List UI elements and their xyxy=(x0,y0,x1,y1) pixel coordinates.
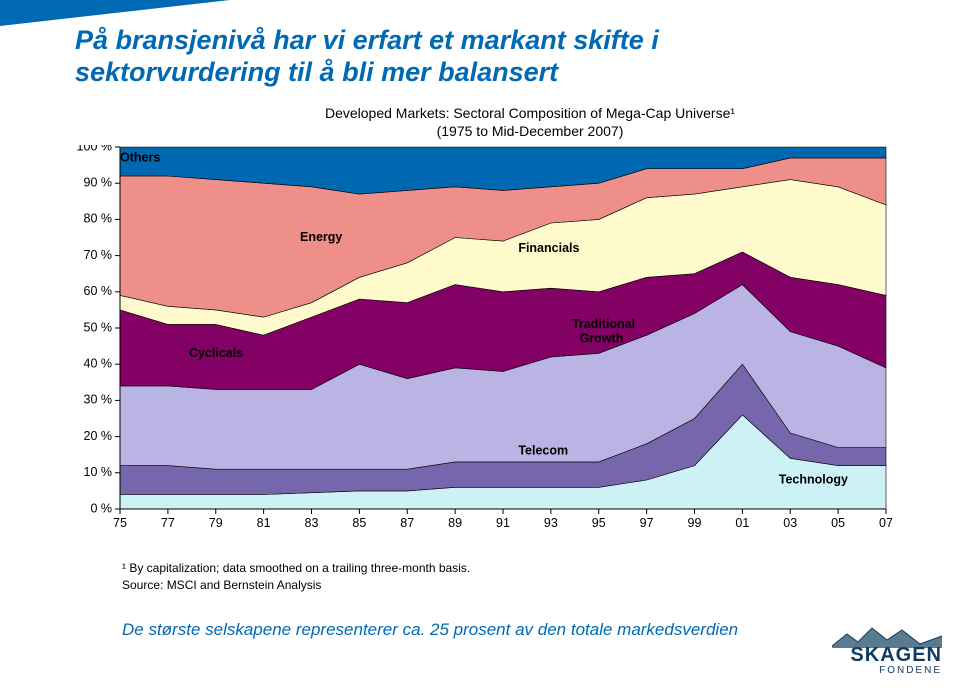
footnote-line-2: Source: MSCI and Bernstein Analysis xyxy=(122,578,321,592)
conclusion-text: De største selskapene representerer ca. … xyxy=(122,620,738,640)
chart-subtitle: Developed Markets: Sectoral Composition … xyxy=(280,105,780,140)
logo-sub: FONDENE xyxy=(832,665,942,676)
title-line-2: sektorvurdering til å bli mer balansert xyxy=(75,57,558,87)
footnote-line-1: ¹ By capitalization; data smoothed on a … xyxy=(122,561,470,575)
corner-accent xyxy=(0,0,230,26)
y-tick-label: 40 % xyxy=(84,356,113,370)
x-tick-label: 75 xyxy=(113,516,127,530)
x-tick-label: 81 xyxy=(257,516,271,530)
series-label: Growth xyxy=(580,331,624,345)
page-title: På bransjenivå har vi erfart et markant … xyxy=(75,24,835,89)
y-tick-label: 90 % xyxy=(84,175,113,189)
subtitle-line-1: Developed Markets: Sectoral Composition … xyxy=(325,105,735,121)
y-tick-label: 20 % xyxy=(84,429,113,443)
y-tick-label: 70 % xyxy=(84,248,113,262)
x-tick-label: 87 xyxy=(400,516,414,530)
x-tick-label: 85 xyxy=(352,516,366,530)
footnote: ¹ By capitalization; data smoothed on a … xyxy=(122,560,470,594)
brand-logo: SKAGEN FONDENE xyxy=(832,624,942,676)
subtitle-line-2: (1975 to Mid-December 2007) xyxy=(437,123,624,139)
y-tick-label: 50 % xyxy=(84,320,113,334)
x-tick-label: 89 xyxy=(448,516,462,530)
x-tick-label: 83 xyxy=(305,516,319,530)
y-tick-label: 60 % xyxy=(84,284,113,298)
stacked-area-chart: 0 % 10 % 20 % 30 % 40 % 50 % 60 % 70 % 80 % 90 % 1… xyxy=(72,145,892,535)
series-label: Others xyxy=(120,150,160,164)
series-label: Financials xyxy=(518,241,579,255)
title-line-1: På bransjenivå har vi erfart et markant … xyxy=(75,25,659,55)
y-tick-label: 10 % xyxy=(84,465,113,479)
series-label: Traditional xyxy=(572,317,635,331)
y-tick-label: 100 % xyxy=(77,145,112,153)
x-tick-label: 93 xyxy=(544,516,558,530)
x-tick-label: 91 xyxy=(496,516,510,530)
series-label: Telecom xyxy=(518,444,568,458)
x-tick-label: 07 xyxy=(879,516,892,530)
series-label: Energy xyxy=(300,230,342,244)
chart-svg: 0 % 10 % 20 % 30 % 40 % 50 % 60 % 70 % 80 % 90 % 1… xyxy=(72,145,892,535)
series-label: Cyclicals xyxy=(189,346,243,360)
x-tick-label: 05 xyxy=(831,516,845,530)
x-tick-label: 99 xyxy=(688,516,702,530)
x-tick-label: 95 xyxy=(592,516,606,530)
y-tick-label: 30 % xyxy=(84,393,113,407)
y-tick-label: 80 % xyxy=(84,212,113,226)
x-tick-label: 79 xyxy=(209,516,223,530)
x-tick-label: 03 xyxy=(783,516,797,530)
series-label: Technology xyxy=(779,473,848,487)
x-tick-label: 97 xyxy=(640,516,654,530)
y-tick-label: 0 % xyxy=(90,501,112,515)
x-tick-label: 77 xyxy=(161,516,175,530)
x-tick-label: 01 xyxy=(735,516,749,530)
